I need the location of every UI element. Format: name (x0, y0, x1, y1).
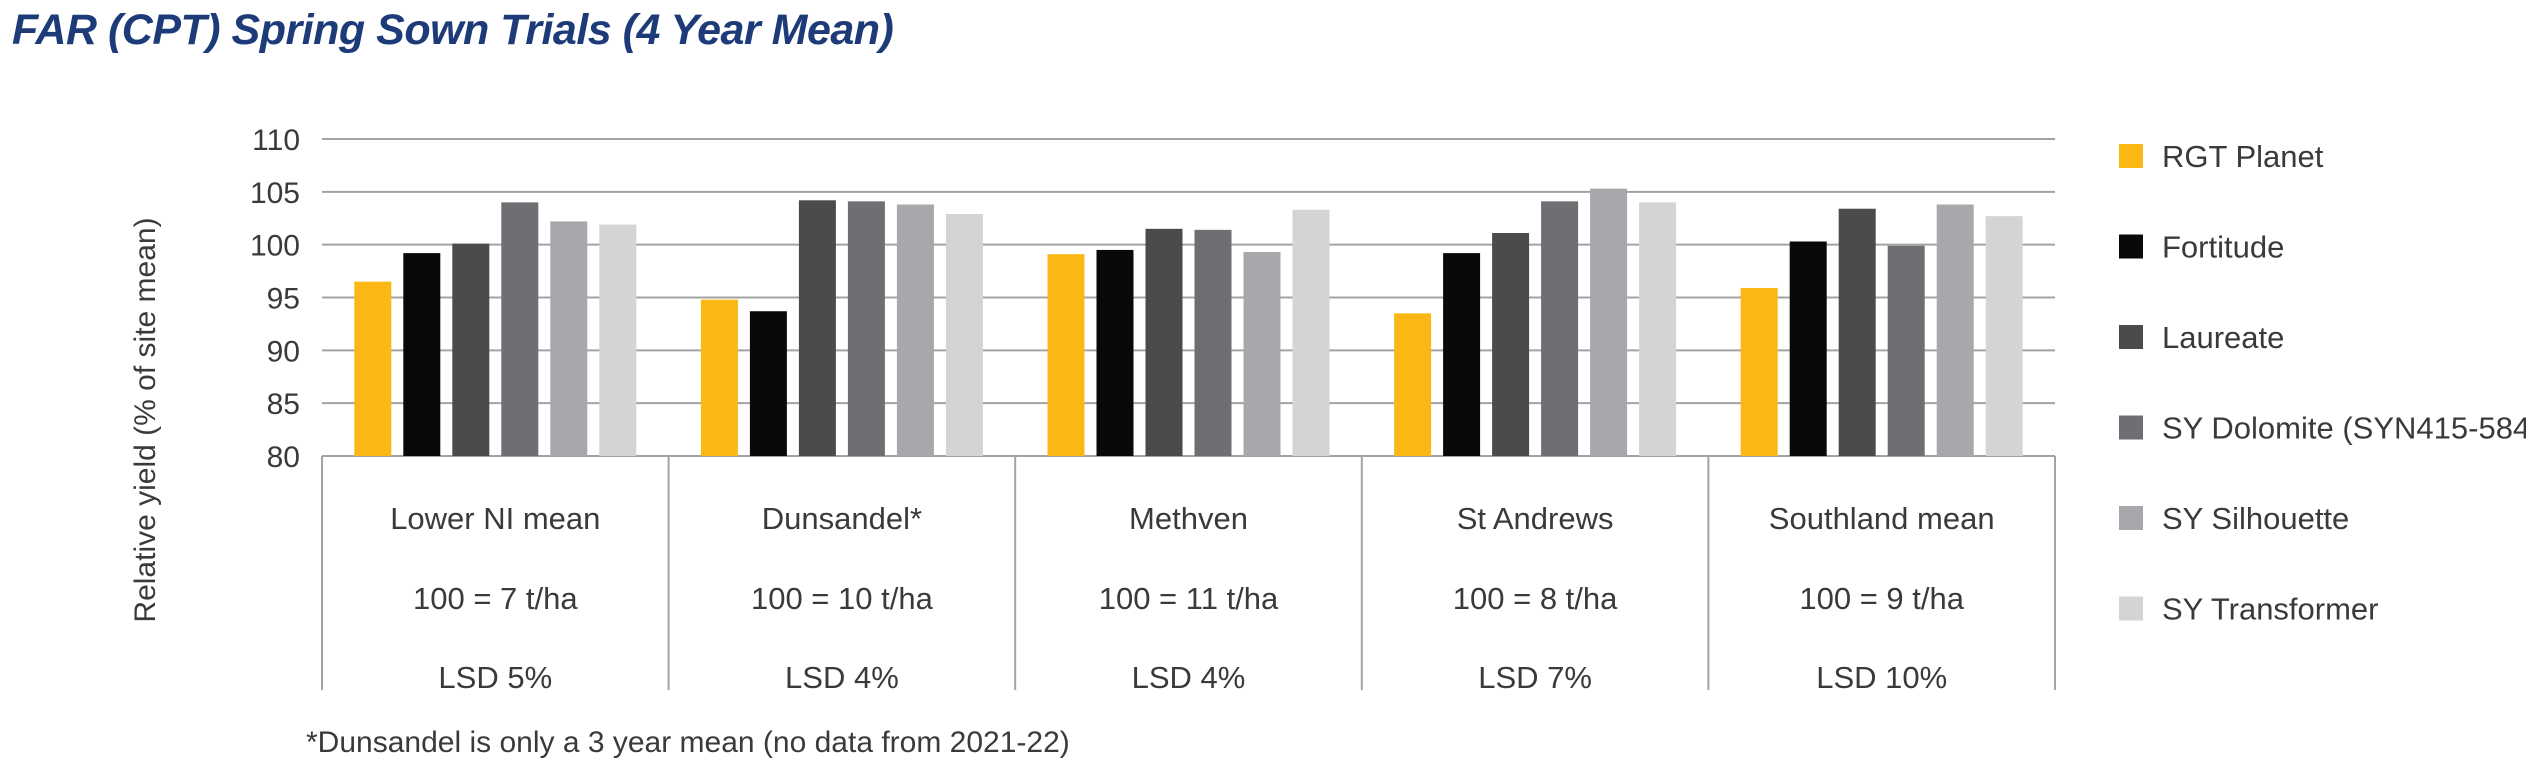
category-yield-base: 100 = 10 t/ha (751, 581, 934, 616)
y-tick-label: 85 (267, 388, 300, 421)
bars (354, 188, 2023, 456)
legend-swatch (2119, 325, 2143, 349)
bar (1936, 204, 1974, 456)
category-lsd: LSD 5% (438, 660, 552, 695)
category-lsd: LSD 4% (785, 660, 899, 695)
bar (798, 200, 836, 456)
footnote: *Dunsandel is only a 3 year mean (no dat… (306, 726, 1070, 759)
category-yield-base: 100 = 7 t/ha (413, 581, 578, 616)
bar (354, 281, 392, 456)
category-label: St Andrews (1457, 501, 1614, 536)
bar (501, 202, 539, 456)
y-tick-label: 90 (267, 335, 300, 368)
bar (1492, 233, 1530, 456)
bar (1047, 254, 1085, 456)
category-table: Lower NI mean 100 = 7 t/ha LSD 5% Dunsandel… (321, 456, 2056, 695)
bar (700, 299, 738, 456)
category-label: Dunsandel* (762, 501, 922, 536)
y-tick-label: 95 (267, 283, 300, 316)
y-tick-label: 105 (250, 177, 300, 210)
y-tick-label: 100 (250, 230, 300, 263)
bar (1243, 252, 1281, 456)
legend: RGT Planet Fortitude Laureate SY Dolomite (… (2119, 139, 2526, 627)
bar (896, 204, 934, 456)
legend-label: SY Dolomite (SYN415-584) (2162, 411, 2526, 446)
bar (847, 201, 885, 456)
bar (1292, 209, 1330, 456)
bar (1838, 208, 1876, 456)
category-lsd: LSD 7% (1478, 660, 1592, 695)
legend-label: SY Silhouette (2162, 501, 2349, 536)
bar (599, 224, 637, 456)
bar (1985, 216, 2023, 456)
bar (550, 221, 588, 456)
legend-swatch (2119, 506, 2143, 530)
y-axis-label: Relative yield (% of site mean) (129, 217, 162, 622)
legend-swatch (2119, 144, 2143, 168)
legend-swatch (2119, 234, 2143, 259)
category-yield-base: 100 = 8 t/ha (1453, 581, 1618, 616)
bar (1590, 188, 1628, 456)
category-label: Methven (1129, 501, 1248, 536)
bar (945, 214, 983, 456)
bar (1096, 249, 1134, 456)
bar (1789, 241, 1827, 456)
bar (1639, 202, 1677, 456)
category-yield-base: 100 = 9 t/ha (1799, 581, 1964, 616)
bar (1887, 245, 1925, 456)
y-tick-labels: 80 85 90 95 100 105 110 (250, 124, 300, 474)
category-lsd: LSD 4% (1132, 660, 1246, 695)
chart-title: FAR (CPT) Spring Sown Trials (4 Year Mea… (12, 6, 894, 54)
bar (1194, 229, 1232, 456)
bar (1145, 228, 1183, 456)
bar (403, 253, 441, 456)
legend-label: RGT Planet (2162, 139, 2324, 174)
category-label: Lower NI mean (390, 501, 600, 536)
y-tick-label: 110 (252, 124, 300, 157)
bar (749, 311, 787, 456)
legend-label: Fortitude (2162, 230, 2284, 265)
bar (1740, 287, 1778, 456)
bar (1394, 313, 1432, 456)
legend-label: SY Transformer (2162, 592, 2379, 627)
category-yield-base: 100 = 11 t/ha (1099, 581, 1279, 616)
bar (1541, 201, 1579, 456)
bar (1443, 253, 1481, 456)
category-lsd: LSD 10% (1816, 660, 1947, 695)
bar (452, 243, 490, 456)
y-tick-label: 80 (267, 441, 300, 474)
legend-swatch (2119, 596, 2143, 621)
legend-label: Laureate (2162, 320, 2284, 355)
category-label: Southland mean (1769, 501, 1995, 536)
legend-swatch (2119, 415, 2143, 440)
